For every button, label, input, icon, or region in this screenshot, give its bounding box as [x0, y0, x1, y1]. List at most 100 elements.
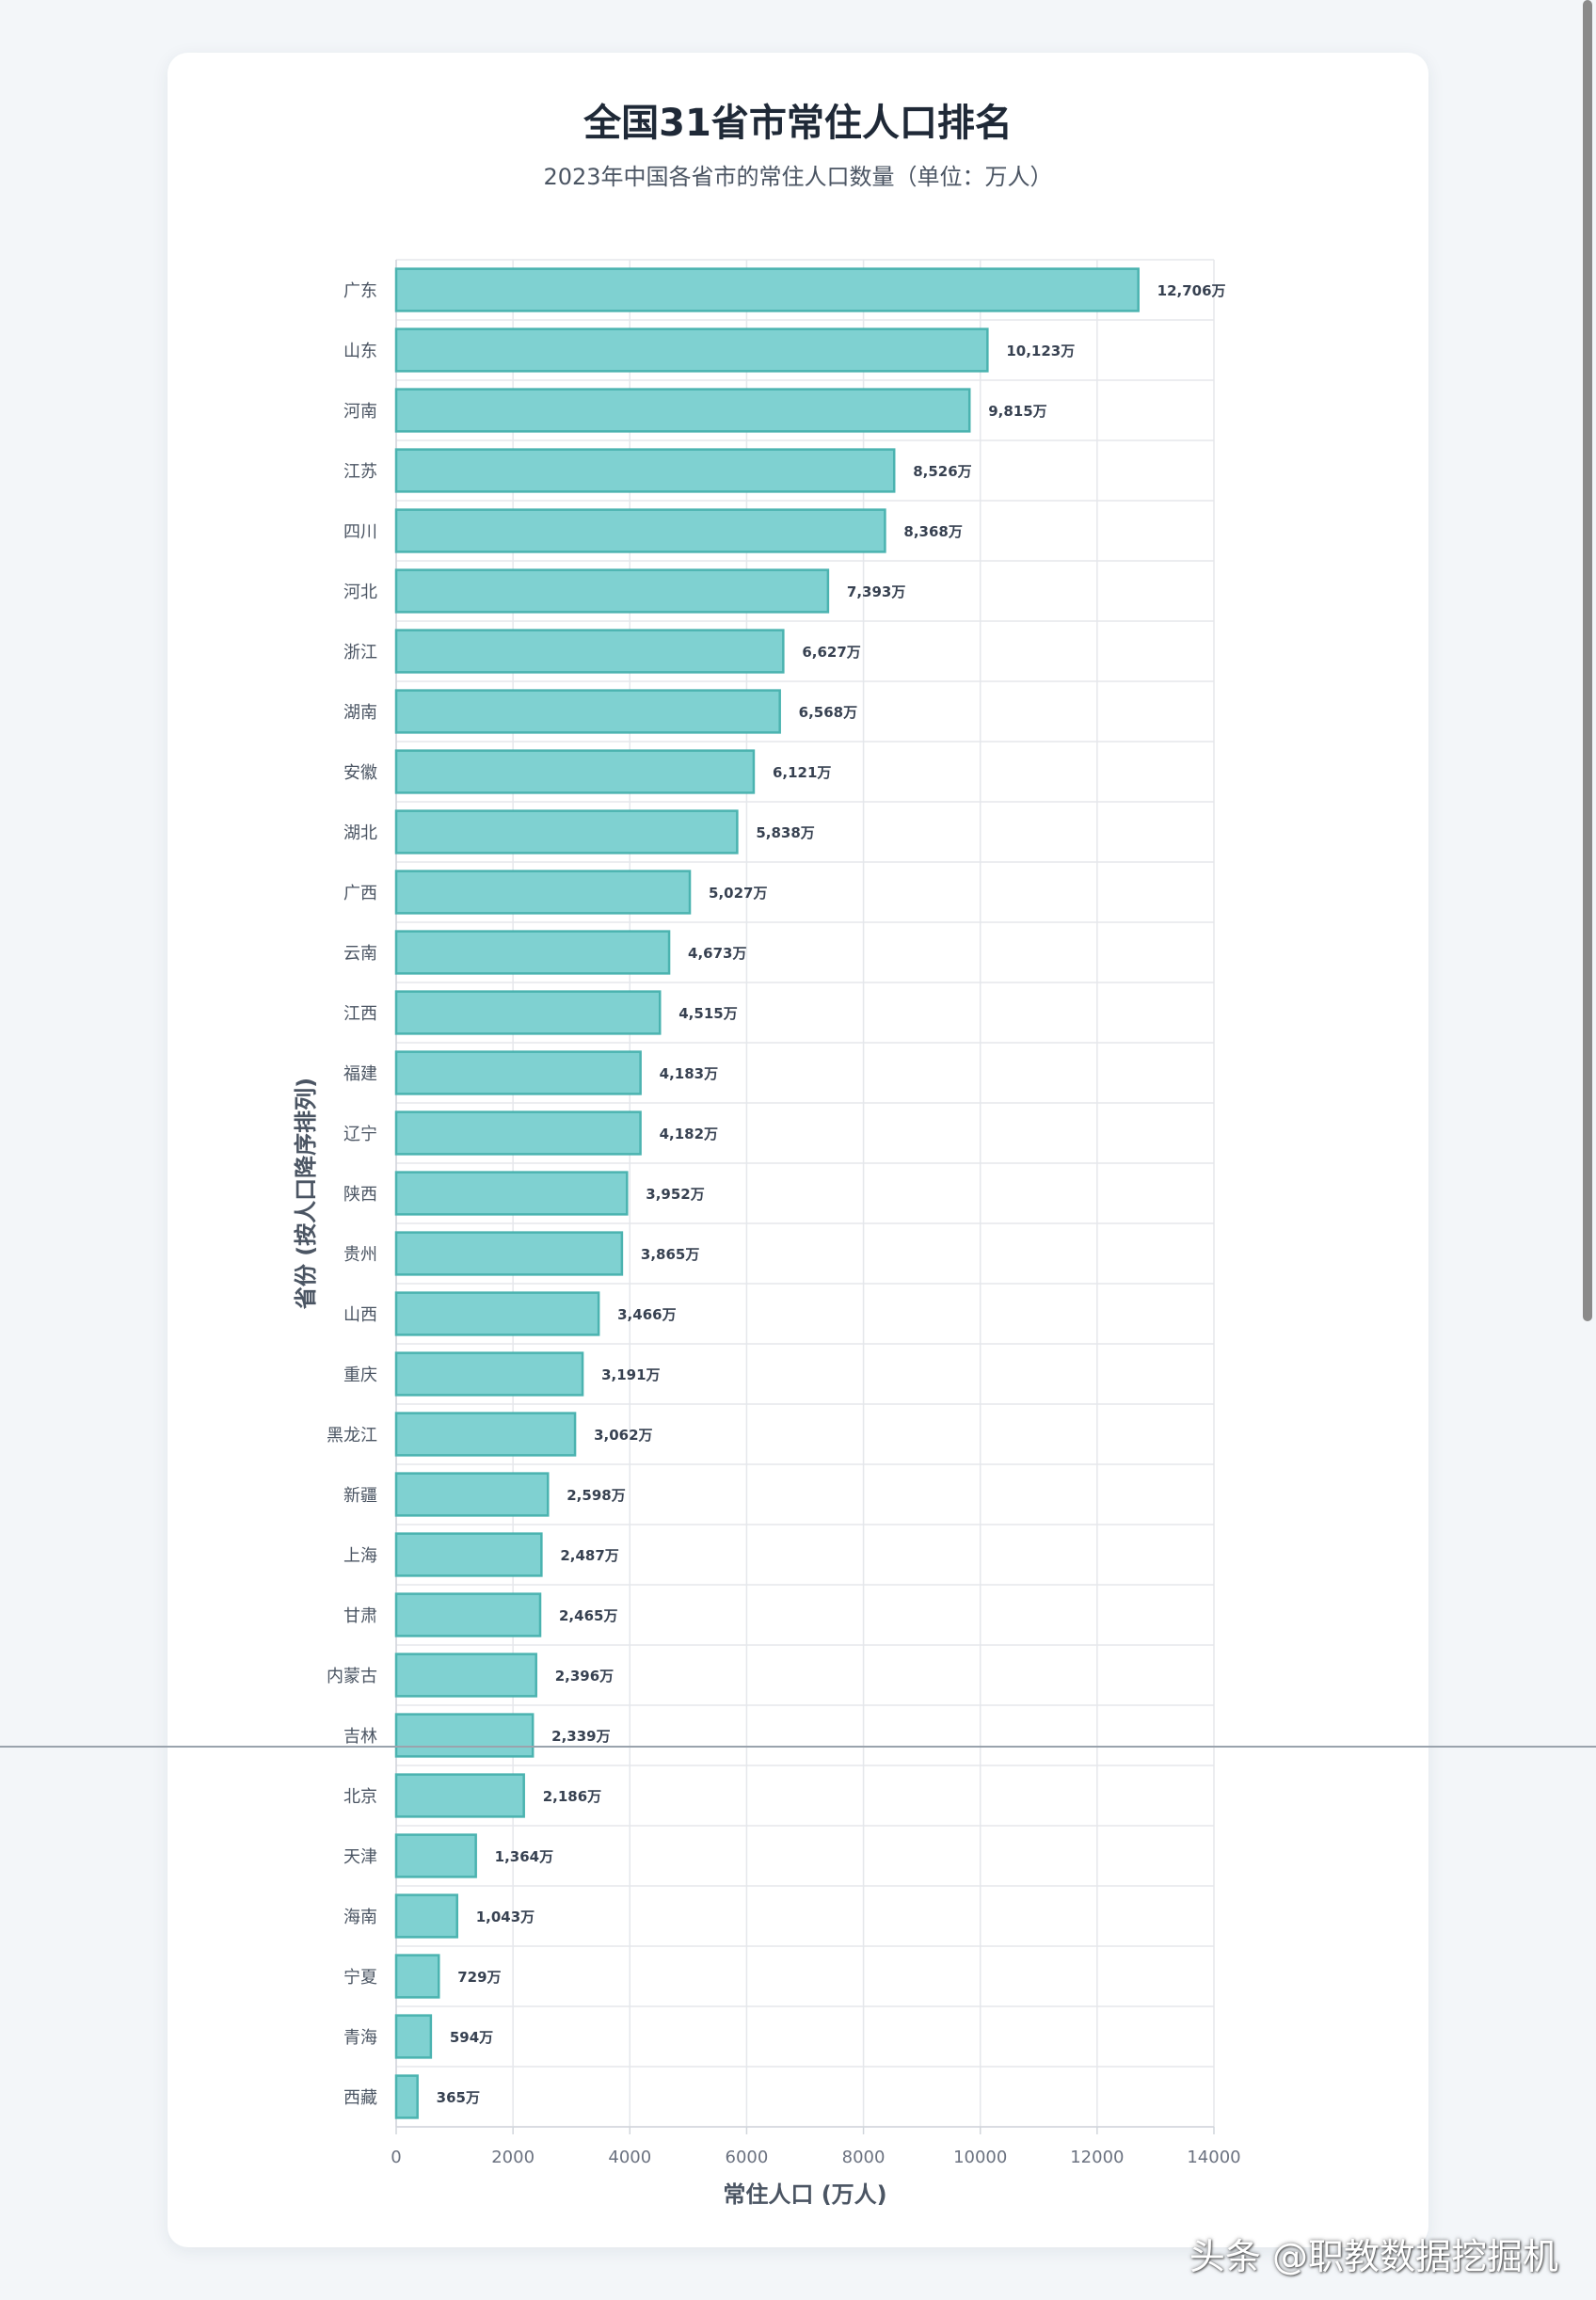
y-tick-label: 山东 — [343, 342, 377, 361]
y-tick-label: 浙江 — [343, 643, 377, 663]
bar — [394, 1472, 550, 1517]
y-tick-label: 四川 — [343, 522, 377, 542]
bar — [394, 1833, 477, 1878]
y-tick-label: 黑龙江 — [327, 1426, 377, 1445]
bar — [394, 1954, 440, 1999]
bar — [394, 870, 692, 915]
y-tick-label: 江西 — [343, 1004, 377, 1024]
y-tick-label: 广西 — [343, 884, 377, 903]
data-label: 8,368万 — [903, 523, 962, 540]
data-label: 9,815万 — [988, 403, 1046, 420]
data-label: 4,183万 — [660, 1065, 718, 1082]
bar — [394, 1592, 542, 1637]
data-label: 4,182万 — [660, 1126, 718, 1142]
data-label: 8,526万 — [913, 463, 971, 480]
y-tick-label: 天津 — [343, 1847, 377, 1867]
bar — [394, 1231, 624, 1276]
data-label: 2,186万 — [543, 1788, 601, 1805]
y-tick-label: 陕西 — [343, 1185, 377, 1205]
chart-title: 全国31省市常住人口排名 — [583, 102, 1013, 145]
y-tick-label: 贵州 — [343, 1245, 377, 1265]
bar — [394, 1351, 584, 1397]
bar — [394, 689, 781, 734]
bar — [394, 930, 671, 975]
bar — [394, 267, 1140, 312]
data-label: 3,062万 — [594, 1427, 652, 1444]
data-label: 1,364万 — [495, 1848, 553, 1865]
data-label: 4,673万 — [688, 945, 746, 962]
bar — [394, 990, 662, 1035]
x-tick-label: 10000 — [953, 2148, 1007, 2167]
y-tick-label: 江苏 — [343, 462, 377, 482]
data-label: 10,123万 — [1006, 343, 1075, 359]
y-tick-label: 甘肃 — [343, 1606, 377, 1626]
data-label: 2,598万 — [567, 1487, 625, 1504]
data-label: 5,838万 — [756, 824, 814, 841]
data-label: 6,627万 — [802, 644, 860, 661]
y-tick-label: 云南 — [343, 944, 377, 964]
data-label: 729万 — [457, 1969, 501, 1986]
y-tick-label: 青海 — [343, 2028, 377, 2048]
x-tick-label: 4000 — [608, 2148, 651, 2167]
bar — [394, 629, 785, 674]
bar — [394, 2074, 419, 2119]
y-tick-label: 海南 — [343, 1908, 377, 1927]
bar — [394, 1291, 600, 1336]
y-tick-label: 新疆 — [343, 1486, 377, 1506]
data-label: 12,706万 — [1157, 282, 1226, 299]
bar — [394, 327, 989, 373]
x-axis-title: 常住人口 (万人) — [723, 2181, 886, 2208]
bar — [394, 448, 896, 493]
y-tick-label: 西藏 — [343, 2088, 377, 2108]
x-tick-label: 8000 — [842, 2148, 886, 2167]
bar — [394, 1773, 525, 1818]
y-tick-label: 湖南 — [343, 703, 377, 723]
y-tick-label: 上海 — [343, 1546, 377, 1566]
data-label: 3,191万 — [601, 1366, 660, 1383]
x-tick-label: 6000 — [726, 2148, 769, 2167]
data-label: 3,466万 — [617, 1306, 676, 1323]
data-label: 1,043万 — [476, 1909, 535, 1925]
y-tick-label: 宁夏 — [343, 1968, 377, 1988]
data-label: 4,515万 — [678, 1005, 737, 1022]
bar — [394, 1893, 458, 1939]
y-axis-title: 省份 (按人口降序排列) — [293, 1078, 319, 1310]
bar — [394, 1713, 535, 1758]
data-label: 3,952万 — [646, 1186, 704, 1203]
bar — [394, 1532, 543, 1577]
bar — [394, 1050, 642, 1095]
y-tick-label: 河南 — [343, 402, 377, 422]
data-label: 2,487万 — [560, 1547, 618, 1564]
data-label: 6,568万 — [799, 704, 857, 721]
watermark-text: 头条 @职教数据挖掘机 — [1189, 2236, 1558, 2277]
bar — [394, 568, 830, 614]
y-tick-label: 吉林 — [343, 1727, 377, 1747]
x-tick-label: 12000 — [1070, 2148, 1124, 2167]
x-tick-label: 0 — [391, 2148, 401, 2167]
data-label: 365万 — [437, 2089, 480, 2106]
y-tick-label: 湖北 — [343, 823, 377, 843]
horizontal-divider-line — [0, 1746, 1596, 1748]
bar — [394, 1653, 537, 1698]
x-tick-label: 2000 — [491, 2148, 535, 2167]
data-label: 2,396万 — [555, 1668, 614, 1685]
y-tick-label: 安徽 — [343, 763, 377, 783]
data-label: 2,465万 — [559, 1607, 617, 1624]
chart-subtitle: 2023年中国各省市的常住人口数量（单位：万人） — [543, 164, 1053, 190]
scrollbar-thumb[interactable] — [1583, 0, 1592, 1321]
bar — [394, 749, 756, 794]
data-label: 6,121万 — [773, 764, 831, 781]
x-tick-label: 14000 — [1187, 2148, 1240, 2167]
bar — [394, 388, 971, 433]
data-label: 594万 — [450, 2029, 493, 2046]
bar — [394, 1110, 642, 1156]
y-tick-label: 辽宁 — [343, 1125, 377, 1144]
data-label: 5,027万 — [709, 885, 767, 902]
y-tick-label: 河北 — [343, 583, 377, 602]
y-tick-label: 福建 — [343, 1064, 377, 1084]
bar — [394, 508, 886, 553]
data-label: 7,393万 — [847, 583, 905, 600]
bar — [394, 809, 739, 855]
bar — [394, 2014, 433, 2059]
